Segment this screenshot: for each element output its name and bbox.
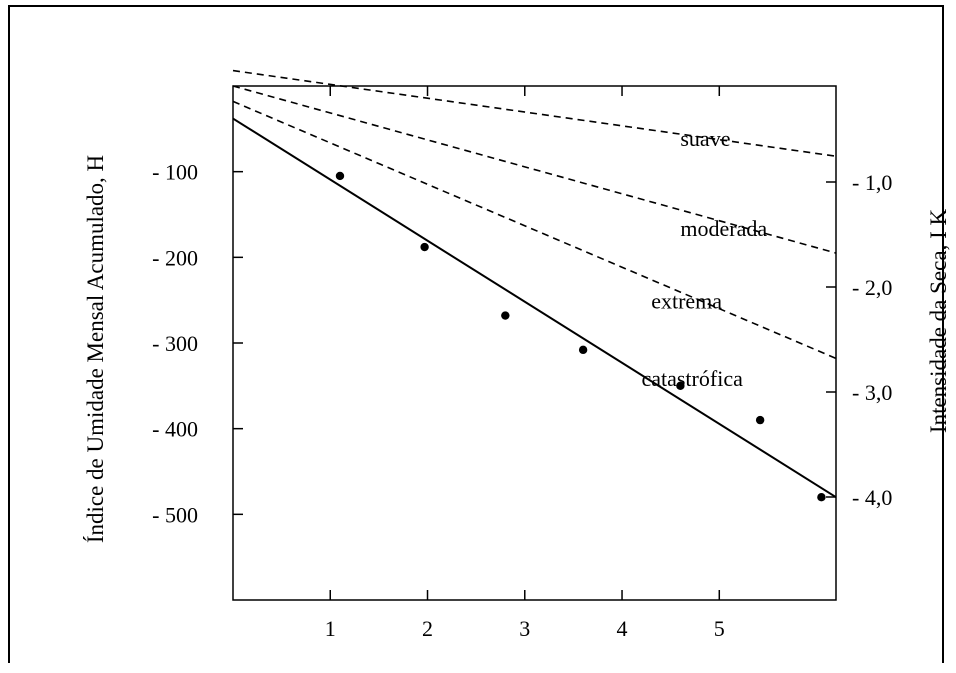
annotation-3: extrema [651, 289, 722, 314]
x-tick-label-3: 3 [519, 616, 530, 641]
y-axis-label: Índice de Umidade Mensal Acumulado, H [83, 155, 108, 543]
data-point-6 [755, 415, 765, 425]
annotation-1: suave [680, 126, 730, 151]
figure-frame-right-edge [942, 5, 944, 663]
y2-tick-label-1: - 1,0 [852, 170, 892, 195]
data-point-4 [578, 345, 588, 355]
x-tick-label-4: 4 [617, 616, 628, 641]
annotation-4: catastrófica [641, 366, 743, 391]
plot-area [232, 85, 837, 601]
y-tick-label-5: - 500 [152, 502, 198, 527]
annotation-2: moderada [680, 216, 767, 241]
data-point-5 [676, 381, 685, 391]
y2-axis-label: Intensidade da Seca, I K [926, 209, 951, 434]
x-tick-label-5: 5 [714, 616, 725, 641]
series-line-extrema [232, 100, 837, 360]
y2-axis-ticks: - 1,0 - 2,0 - 3,0 - 4,0 [826, 170, 892, 510]
series-lines [232, 69, 837, 499]
x-tick-label-1: 1 [325, 616, 336, 641]
y2-tick-label-3: - 3,0 [852, 380, 892, 405]
data-points [335, 171, 826, 502]
y-tick-label-3: - 300 [152, 331, 198, 356]
y-tick-label-1: - 100 [152, 160, 198, 185]
y2-tick-label-2: - 2,0 [852, 275, 892, 300]
series-annotations: suave moderada extrema catastrófica [641, 126, 767, 391]
series-line-suave [232, 69, 837, 158]
series-line-catastrófica [232, 117, 837, 499]
y-tick-label-2: - 200 [152, 245, 198, 270]
series-line-moderada [232, 85, 837, 254]
data-point-1 [335, 171, 345, 181]
data-point-7 [817, 493, 826, 502]
data-point-3 [501, 311, 510, 320]
y-tick-label-4: - 400 [152, 417, 198, 442]
y-axis-ticks: - 100 - 200 - 300 - 400 - 500 [152, 160, 243, 527]
x-tick-label-2: 2 [422, 616, 433, 641]
data-point-2 [420, 242, 429, 252]
x-axis-ticks: 1 2 3 4 5 [325, 86, 725, 641]
figure-frame [8, 5, 943, 663]
y2-tick-label-4: - 4,0 [852, 485, 892, 510]
